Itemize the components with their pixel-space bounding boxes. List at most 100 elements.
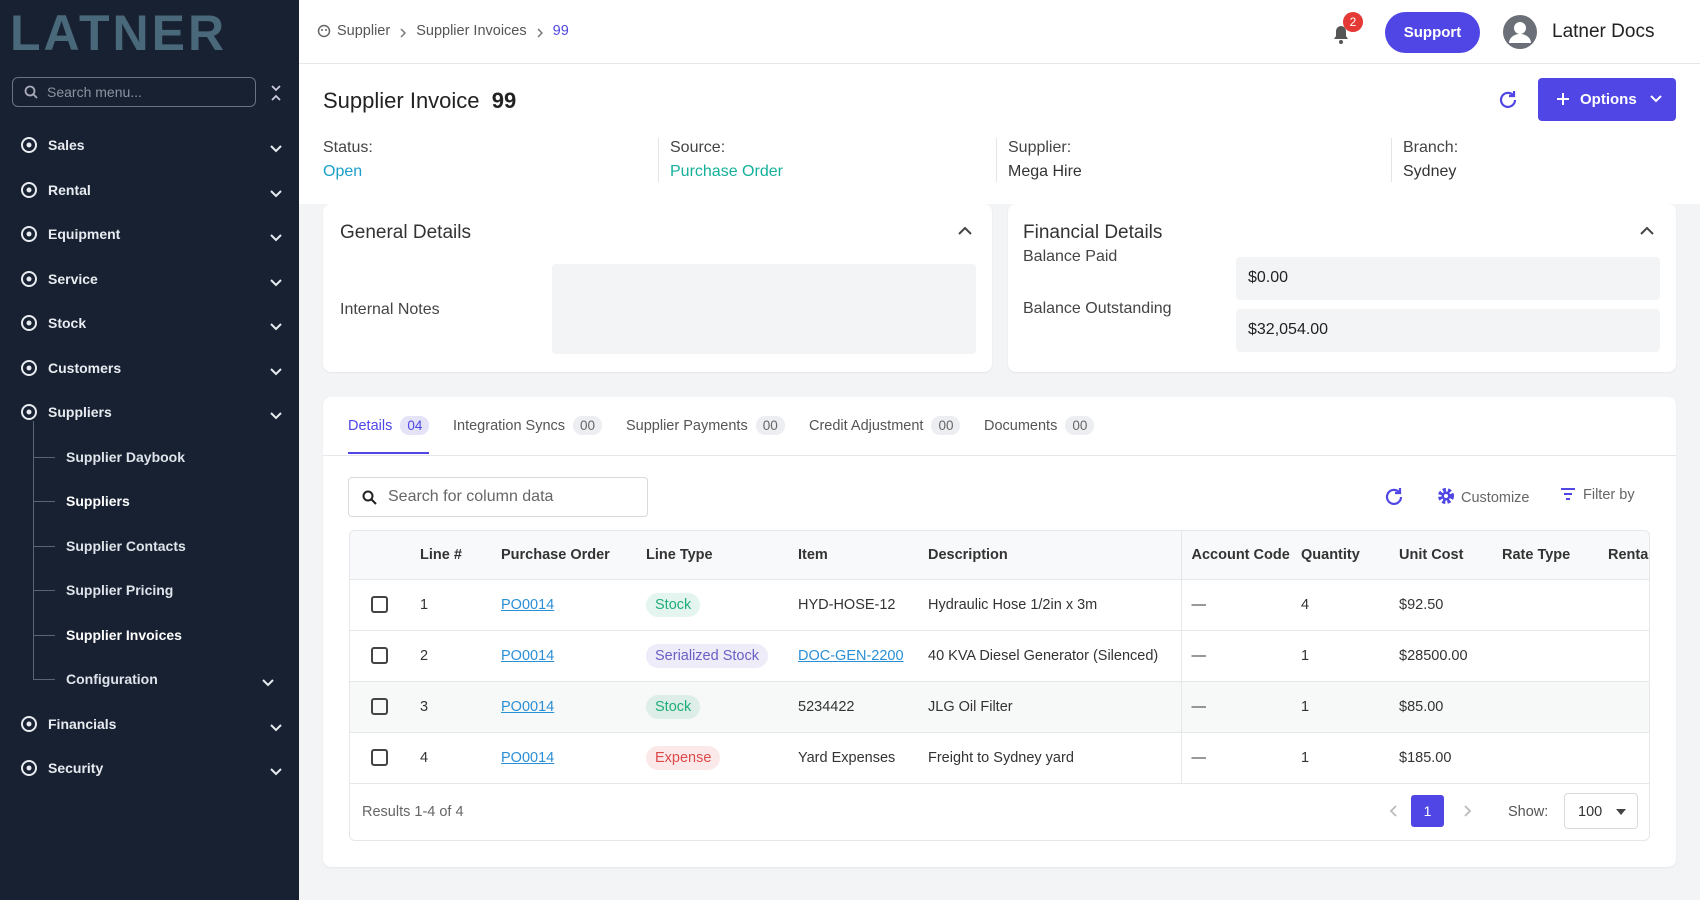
page-size-select[interactable]: 100 bbox=[1564, 793, 1638, 829]
menu-item[interactable]: Equipment bbox=[0, 216, 299, 252]
column-header[interactable]: Description bbox=[927, 531, 1181, 580]
user-name[interactable]: Latner Docs bbox=[1552, 21, 1655, 42]
tab[interactable]: Documents 00 bbox=[984, 406, 1095, 454]
po-link[interactable]: PO0014 bbox=[501, 596, 555, 613]
item: 5234422 bbox=[798, 698, 855, 715]
menu-chevron bbox=[270, 140, 282, 156]
tab-divider bbox=[323, 455, 1676, 456]
column-header[interactable]: Line Type bbox=[645, 531, 797, 580]
menu-icon bbox=[20, 715, 38, 736]
submenu-item[interactable]: Supplier Daybook bbox=[0, 420, 299, 475]
menu-label: Equipment bbox=[48, 226, 121, 242]
collapse-chevron[interactable] bbox=[958, 226, 972, 236]
line-type-cell: Serialized Stock bbox=[645, 630, 797, 682]
tab[interactable]: Credit Adjustment 00 bbox=[809, 406, 961, 454]
field-value: Open bbox=[323, 163, 363, 180]
field-label: Internal Notes bbox=[340, 301, 440, 318]
column-header[interactable]: Line # bbox=[419, 531, 500, 580]
column-header[interactable]: Item bbox=[797, 531, 927, 580]
menu-search[interactable]: Search menu... bbox=[12, 77, 256, 107]
row-checkbox[interactable] bbox=[371, 698, 388, 715]
menu-item[interactable]: Customers bbox=[0, 350, 299, 386]
menu-label: Rental bbox=[48, 181, 91, 198]
table-search[interactable]: Search for column data bbox=[348, 477, 648, 517]
menu-item[interactable]: Service bbox=[0, 261, 299, 297]
avatar[interactable] bbox=[1503, 15, 1537, 49]
column-header[interactable]: Account Code bbox=[1180, 531, 1300, 580]
collapse-icon[interactable] bbox=[270, 84, 282, 102]
field-value: Sydney bbox=[1403, 163, 1457, 180]
page-size-value: 100 bbox=[1578, 804, 1603, 820]
tab-count: 00 bbox=[573, 416, 603, 435]
menu-item[interactable]: Financials bbox=[0, 706, 299, 742]
tab[interactable]: Integration Syncs 00 bbox=[453, 406, 603, 454]
item-cell: DOC-GEN-2200 bbox=[797, 630, 927, 682]
invoice-number: 99 bbox=[491, 88, 517, 113]
submenu-item[interactable]: Supplier Contacts bbox=[0, 501, 299, 564]
item[interactable]: DOC-GEN-2200 bbox=[798, 647, 904, 664]
menu-chevron bbox=[270, 719, 282, 735]
plus-icon bbox=[1557, 93, 1569, 105]
field-value: Purchase Order bbox=[670, 163, 783, 180]
next-page[interactable] bbox=[1464, 805, 1472, 817]
menu-icon bbox=[20, 270, 38, 291]
po-link[interactable]: PO0014 bbox=[501, 749, 555, 766]
column-header[interactable]: Unit Cost bbox=[1398, 531, 1501, 580]
collapse-chevron[interactable] bbox=[1640, 226, 1654, 236]
menu-item[interactable]: Suppliers bbox=[0, 394, 299, 430]
menu-item[interactable]: Security bbox=[0, 750, 299, 786]
row-checkbox[interactable] bbox=[371, 647, 388, 664]
line-number: 3 bbox=[419, 681, 500, 733]
row-checkbox[interactable] bbox=[371, 596, 388, 613]
tab[interactable]: Details 04 bbox=[348, 406, 430, 454]
brand-logo[interactable]: LATNER bbox=[10, 5, 228, 61]
tab-label: Details bbox=[348, 418, 393, 434]
breadcrumb-item[interactable]: Supplier Invoices bbox=[416, 23, 527, 39]
line-number: 1 bbox=[419, 579, 500, 631]
card-title: Financial Details bbox=[1023, 222, 1163, 243]
support-button[interactable]: Support bbox=[1385, 12, 1480, 53]
breadcrumb-separator-graphic bbox=[537, 28, 543, 38]
tab-label: Credit Adjustment bbox=[809, 418, 924, 434]
tab[interactable]: Supplier Payments 00 bbox=[626, 406, 785, 454]
column-header[interactable]: Rental bbox=[1607, 531, 1649, 580]
chevron-down bbox=[1650, 95, 1662, 103]
po-link[interactable]: PO0014 bbox=[501, 698, 555, 715]
submenu-item[interactable]: Supplier Pricing bbox=[0, 546, 299, 608]
submenu-item[interactable]: Configuration bbox=[0, 635, 299, 697]
internal-notes-input[interactable] bbox=[552, 264, 976, 354]
tab-count: 00 bbox=[755, 416, 785, 435]
submenu-item[interactable]: Suppliers bbox=[0, 457, 299, 519]
description: JLG Oil Filter bbox=[927, 681, 1181, 733]
table-refresh[interactable] bbox=[1384, 487, 1404, 507]
menu-item[interactable]: Sales bbox=[0, 127, 299, 163]
filter-button[interactable]: Filter by bbox=[1560, 487, 1635, 503]
menu-item[interactable]: Stock bbox=[0, 305, 299, 341]
column-header[interactable]: Purchase Order bbox=[500, 531, 645, 580]
customize-button[interactable]: Customize bbox=[1437, 487, 1530, 506]
tree-line bbox=[33, 420, 34, 457]
menu-chevron bbox=[270, 407, 282, 423]
breadcrumb-item[interactable]: Supplier bbox=[337, 23, 391, 39]
field-value: $0.00 bbox=[1236, 257, 1660, 300]
menu-chevron bbox=[270, 763, 282, 779]
options-button[interactable]: Options bbox=[1538, 78, 1676, 121]
quantity: 4 bbox=[1300, 579, 1398, 631]
item: HYD-HOSE-12 bbox=[798, 596, 896, 613]
column-header[interactable]: Rate Type bbox=[1501, 531, 1607, 580]
submenu-item[interactable]: Supplier Invoices bbox=[0, 590, 299, 653]
row-checkbox[interactable] bbox=[371, 749, 388, 766]
breadcrumb-separator bbox=[400, 23, 407, 42]
menu-icon bbox=[20, 181, 38, 202]
page-button[interactable]: 1 bbox=[1411, 795, 1444, 827]
menu-icon-graphic bbox=[21, 181, 37, 198]
po-link[interactable]: PO0014 bbox=[501, 647, 555, 664]
prev-page[interactable] bbox=[1389, 805, 1397, 817]
menu-item[interactable]: Rental bbox=[0, 172, 299, 208]
refresh-button[interactable] bbox=[1497, 89, 1519, 111]
account-code: — bbox=[1180, 681, 1300, 733]
notification-bell[interactable] bbox=[1330, 22, 1352, 46]
results-count: Results 1-4 of 4 bbox=[362, 804, 464, 820]
column-header[interactable]: Quantity bbox=[1300, 531, 1398, 580]
